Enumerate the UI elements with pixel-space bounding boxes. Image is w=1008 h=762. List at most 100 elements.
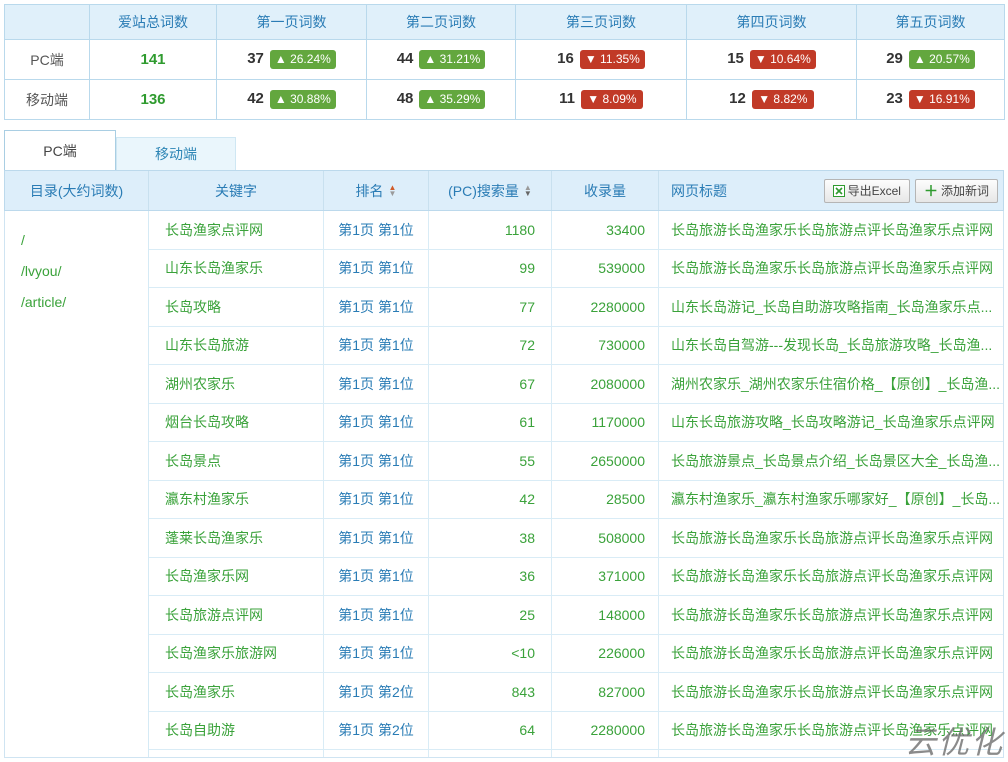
pc-page5-trend-badge: ▲ 20.57% xyxy=(908,50,975,69)
sort-rank-icon[interactable]: ▲ ▼ xyxy=(388,182,397,198)
keyword-link[interactable]: 长岛自助游 xyxy=(149,711,324,749)
page-title-link[interactable]: 长岛旅游长岛渔家乐长岛旅游点评长岛渔家乐点评网 xyxy=(671,683,993,700)
table-row-partial xyxy=(149,750,1003,757)
rank-cell: 第1页 第2位 xyxy=(324,673,429,711)
collected-cell: 827000 xyxy=(552,673,659,711)
page-title-link[interactable]: 长岛旅游长岛渔家乐长岛旅游点评长岛渔家乐点评网 xyxy=(671,529,993,546)
collected-cell: 2280000 xyxy=(552,288,659,326)
table-row: 山东长岛渔家乐 第1页 第1位 99 539000 长岛旅游长岛渔家乐长岛旅游点… xyxy=(149,249,1003,288)
add-keyword-button[interactable]: ＋ 添加新词 xyxy=(914,178,998,203)
page-title-link[interactable]: 瀛东村渔家乐_瀛东村渔家乐哪家好_【原创】_长岛... xyxy=(671,491,1001,508)
keyword-link[interactable]: 长岛景点 xyxy=(149,442,324,480)
pc-page2-trend-badge: ▲ 31.21% xyxy=(419,50,486,69)
export-excel-button[interactable]: 导出Excel xyxy=(823,178,910,203)
summary-header-row: 爱站总词数 第一页词数 第二页词数 第三页词数 第四页词数 第五页词数 xyxy=(4,4,1005,40)
collected-cell xyxy=(552,750,659,757)
page-title-link[interactable]: 长岛旅游长岛渔家乐长岛旅游点评长岛渔家乐点评网 xyxy=(671,606,993,623)
search-volume-cell: 64 xyxy=(429,711,552,749)
search-volume-cell: 42 xyxy=(429,480,552,518)
search-volume-cell: 55 xyxy=(429,442,552,480)
tab-pc[interactable]: PC端 xyxy=(4,130,116,170)
directory-column: / /lvyou/ /article/ xyxy=(5,211,149,757)
rank-cell: 第1页 第1位 xyxy=(324,365,429,403)
table-row: 长岛渔家乐网 第1页 第1位 36 371000 长岛旅游长岛渔家乐长岛旅游点评… xyxy=(149,557,1003,596)
keyword-link[interactable]: 长岛渔家乐 xyxy=(149,673,324,711)
mobile-page1-trend-badge: ▲ 30.88% xyxy=(269,90,336,109)
table-row: 烟台长岛攻略 第1页 第1位 61 1170000 山东长岛旅游攻略_长岛攻略游… xyxy=(149,403,1003,442)
search-volume-cell: 99 xyxy=(429,249,552,287)
pc-page4-trend-badge: ▼ 10.64% xyxy=(749,50,816,69)
search-volume-cell xyxy=(429,750,552,757)
mobile-page2-trend-badge: ▲ 35.29% xyxy=(419,90,486,109)
keyword-link[interactable]: 长岛攻略 xyxy=(149,288,324,326)
summary-table: 爱站总词数 第一页词数 第二页词数 第三页词数 第四页词数 第五页词数 PC端 … xyxy=(4,4,1005,120)
search-volume-cell: 25 xyxy=(429,596,552,634)
search-volume-cell: 38 xyxy=(429,519,552,557)
rank-cell: 第1页 第1位 xyxy=(324,634,429,672)
search-volume-cell: 1180 xyxy=(429,211,552,249)
header-volume[interactable]: (PC)搜索量 ▲ ▼ xyxy=(429,171,552,210)
page-title-link[interactable]: 长岛旅游长岛渔家乐长岛旅游点评长岛渔家乐点评网 xyxy=(671,221,993,238)
keyword-table-header: 目录(大约词数) 关键字 排名 ▲ ▼ (PC)搜索量 ▲ ▼ 收录量 网页标题 导… xyxy=(4,170,1004,211)
row-label-mobile: 移动端 xyxy=(4,79,90,120)
table-row: 长岛渔家乐旅游网 第1页 第1位 <10 226000 长岛旅游长岛渔家乐长岛旅… xyxy=(149,634,1003,673)
table-row: 长岛景点 第1页 第1位 55 2650000 长岛旅游景点_长岛景点介绍_长岛… xyxy=(149,442,1003,481)
keyword-link[interactable]: 长岛渔家点评网 xyxy=(149,211,324,249)
page-title-link[interactable]: 长岛旅游长岛渔家乐长岛旅游点评长岛渔家乐点评网 xyxy=(671,722,993,739)
collected-cell: 1170000 xyxy=(552,403,659,441)
tab-mobile[interactable]: 移动端 xyxy=(116,137,236,170)
directory-link-lvyou[interactable]: /lvyou/ xyxy=(21,263,62,279)
rank-cell: 第1页 第1位 xyxy=(324,403,429,441)
header-title: 网页标题 导出Excel ＋ 添加新词 xyxy=(659,171,1003,210)
page-title-link[interactable]: 湖州农家乐_湖州农家乐住宿价格_【原创】_长岛渔... xyxy=(671,375,1001,392)
collected-cell: 508000 xyxy=(552,519,659,557)
keyword-link[interactable]: 长岛渔家乐旅游网 xyxy=(149,634,324,672)
keyword-link[interactable]: 湖州农家乐 xyxy=(149,365,324,403)
keyword-link xyxy=(149,750,324,757)
watermark: 云优化 xyxy=(905,725,1004,761)
keyword-link[interactable]: 长岛渔家乐网 xyxy=(149,557,324,595)
mobile-page2-count: 48 xyxy=(396,90,414,107)
summary-col-page3: 第三页词数 xyxy=(515,4,687,40)
pc-page4-count: 15 xyxy=(727,50,744,67)
keyword-link[interactable]: 山东长岛渔家乐 xyxy=(149,249,324,287)
collected-cell: 226000 xyxy=(552,634,659,672)
table-row: 长岛攻略 第1页 第1位 77 2280000 山东长岛游记_长岛自助游攻略指南… xyxy=(149,288,1003,327)
page-title-link[interactable]: 山东长岛自驾游---发现长岛_长岛旅游攻略_长岛渔... xyxy=(671,337,993,354)
search-volume-cell: 72 xyxy=(429,326,552,364)
page-title-link[interactable]: 山东长岛游记_长岛自助游攻略指南_长岛渔家乐点... xyxy=(671,298,993,315)
keyword-link[interactable]: 蓬莱长岛渔家乐 xyxy=(149,519,324,557)
collected-cell: 148000 xyxy=(552,596,659,634)
header-buttons: 导出Excel ＋ 添加新词 xyxy=(823,178,1003,203)
mobile-page5-trend-badge: ▼ 16.91% xyxy=(908,90,975,109)
page-title-link[interactable]: 长岛旅游长岛渔家乐长岛旅游点评长岛渔家乐点评网 xyxy=(671,645,993,662)
keyword-table-body: / /lvyou/ /article/ 长岛渔家点评网 第1页 第1位 1180… xyxy=(4,211,1004,758)
table-row: 湖州农家乐 第1页 第1位 67 2080000 湖州农家乐_湖州农家乐住宿价格… xyxy=(149,365,1003,404)
header-collected: 收录量 xyxy=(552,171,659,210)
page-title-link[interactable]: 长岛旅游长岛渔家乐长岛旅游点评长岛渔家乐点评网 xyxy=(671,568,993,585)
keyword-link[interactable]: 山东长岛旅游 xyxy=(149,326,324,364)
directory-link-article[interactable]: /article/ xyxy=(21,294,67,310)
keyword-link[interactable]: 长岛旅游点评网 xyxy=(149,596,324,634)
collected-cell: 730000 xyxy=(552,326,659,364)
header-title-label: 网页标题 xyxy=(671,182,727,199)
page-title-link[interactable]: 山东长岛旅游攻略_长岛攻略游记_长岛渔家乐点评网 xyxy=(671,414,995,431)
plus-icon: ＋ xyxy=(923,182,938,199)
search-volume-cell: 61 xyxy=(429,403,552,441)
keyword-link[interactable]: 瀛东村渔家乐 xyxy=(149,480,324,518)
keyword-link[interactable]: 烟台长岛攻略 xyxy=(149,403,324,441)
summary-col-page1: 第一页词数 xyxy=(216,4,367,40)
directory-link-root[interactable]: / xyxy=(21,232,25,248)
collected-cell: 2080000 xyxy=(552,365,659,403)
sort-volume-icon[interactable]: ▲ ▼ xyxy=(523,182,532,198)
page-title-link[interactable]: 长岛旅游长岛渔家乐长岛旅游点评长岛渔家乐点评网 xyxy=(671,260,993,277)
search-volume-cell: 843 xyxy=(429,673,552,711)
summary-section: 爱站总词数 第一页词数 第二页词数 第三页词数 第四页词数 第五页词数 PC端 … xyxy=(0,0,1008,120)
keyword-table: 目录(大约词数) 关键字 排名 ▲ ▼ (PC)搜索量 ▲ ▼ 收录量 网页标题 导… xyxy=(4,170,1004,758)
summary-col-total: 爱站总词数 xyxy=(89,4,217,40)
collected-cell: 539000 xyxy=(552,249,659,287)
page-title-link[interactable]: 长岛旅游景点_长岛景点介绍_长岛景区大全_长岛渔... xyxy=(671,452,1001,469)
summary-row-pc: PC端 141 37 ▲ 26.24% 44 ▲ 31.21% 16 ▼ 11.35%… xyxy=(4,39,1005,80)
header-rank[interactable]: 排名 ▲ ▼ xyxy=(324,171,429,210)
mobile-page3-count: 11 xyxy=(559,90,575,107)
